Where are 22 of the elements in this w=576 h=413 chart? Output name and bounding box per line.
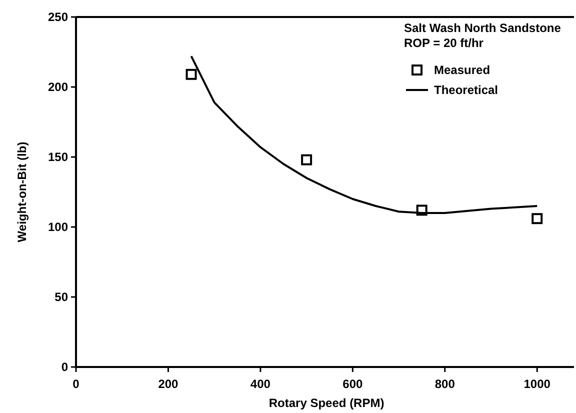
point bbox=[301, 154, 312, 166]
x-tick-label: 800 bbox=[434, 377, 456, 391]
y-tick-label: 50 bbox=[54, 290, 68, 304]
point bbox=[416, 204, 428, 216]
x-tick-label: 1000 bbox=[524, 377, 551, 391]
legend-label: Theoretical bbox=[434, 83, 498, 97]
point bbox=[532, 213, 543, 224]
annotation: ROP = 20 ft/hr bbox=[404, 36, 484, 50]
x-axis-title: Rotary Speed (RPM) bbox=[268, 396, 384, 410]
point bbox=[186, 68, 197, 80]
x-tick-label: 400 bbox=[250, 377, 271, 391]
x-tick-label: 600 bbox=[342, 377, 363, 391]
y-tick-label: 200 bbox=[48, 80, 68, 94]
x-tick-label: 0 bbox=[72, 377, 80, 391]
annotation: Salt Wash North Sandstone bbox=[404, 21, 562, 35]
legend-label: Measured bbox=[434, 63, 490, 77]
y-tick-label: 250 bbox=[48, 10, 68, 24]
y-axis-title: Weight-on-Bit (lb) bbox=[15, 142, 29, 242]
y-tick-label: 150 bbox=[48, 150, 68, 164]
x-tick-label: 200 bbox=[158, 377, 179, 391]
y-tick-label: 100 bbox=[48, 220, 68, 234]
y-tick-label: 0 bbox=[61, 360, 68, 374]
